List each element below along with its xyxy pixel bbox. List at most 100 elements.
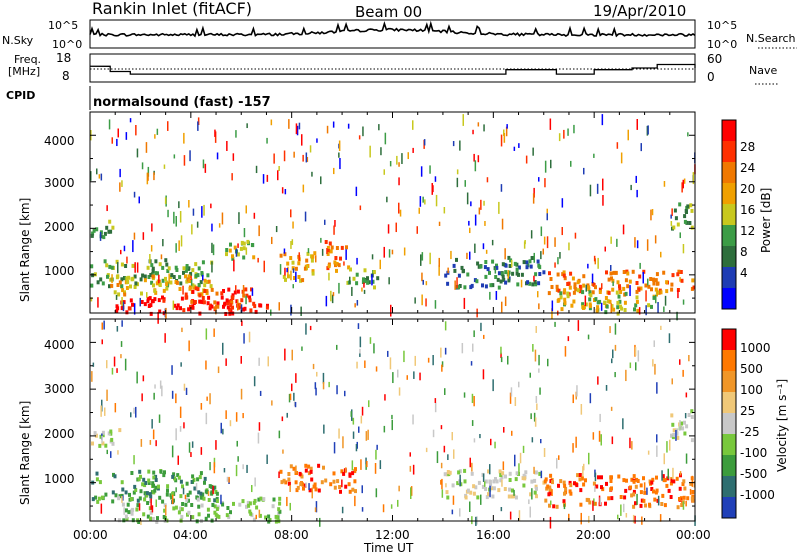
power-echo-cell xyxy=(572,299,576,304)
velocity-echo-cell xyxy=(690,409,694,414)
velocity-cbar-tick-neg100: -100 xyxy=(740,446,767,460)
velocity-echo-cell xyxy=(203,476,207,481)
velocity-echo-cell xyxy=(154,474,158,479)
velocity-echo-cell xyxy=(686,496,690,501)
velocity-echo-cell xyxy=(448,470,452,475)
power-echo-cell xyxy=(193,300,197,304)
velocity-echo-cell xyxy=(511,488,514,493)
power-echo-cell xyxy=(302,184,305,193)
power-echo-cell xyxy=(587,285,591,290)
velocity-echo-cell xyxy=(210,491,214,496)
velocity-echo-cell xyxy=(368,400,370,408)
power-echo-cell xyxy=(645,290,647,302)
power-echo-cell xyxy=(537,281,541,286)
power-echo-cell xyxy=(478,207,481,215)
velocity-echo-cell xyxy=(562,499,566,504)
velocity-echo-cell xyxy=(521,476,525,481)
power-echo-cell xyxy=(438,257,440,267)
velocity-echo-cell xyxy=(171,390,174,399)
power-echo-cell xyxy=(363,282,365,288)
velocity-echo-cell xyxy=(639,503,643,508)
power-echo-cell xyxy=(627,129,629,141)
power-echo-cell xyxy=(347,123,350,129)
power-echo-cell xyxy=(398,162,400,167)
velocity-echo-cell xyxy=(500,346,502,355)
power-echo-cell xyxy=(557,288,561,293)
velocity-echo-cell xyxy=(652,359,654,367)
power-echo-cell xyxy=(484,284,488,289)
power-echo-cell xyxy=(230,295,234,300)
power-echo-cell xyxy=(655,281,659,286)
velocity-echo-cell xyxy=(625,513,628,518)
velocity-echo-cell xyxy=(188,340,190,352)
velocity-echo-cell xyxy=(489,464,491,475)
power-echo-cell xyxy=(290,209,292,218)
velocity-echo-cell xyxy=(559,479,563,484)
power-echo-cell xyxy=(683,178,686,184)
velocity-echo-cell xyxy=(409,452,411,457)
power-echo-cell xyxy=(334,263,337,268)
power-echo-cell xyxy=(504,296,507,307)
velocity-echo-cell xyxy=(121,496,123,503)
power-echo-cell xyxy=(253,304,257,309)
velocity-echo-cell xyxy=(360,459,362,470)
velocity-echo-cell xyxy=(681,426,685,431)
power-colorbar-swatch xyxy=(722,204,736,225)
velocity-echo-cell xyxy=(474,485,478,490)
power-echo-cell xyxy=(242,241,246,246)
power-echo-cell xyxy=(612,281,614,287)
power-echo-cell xyxy=(682,179,684,189)
power-echo-cell xyxy=(134,281,138,286)
date-title: 19/Apr/2010 xyxy=(593,2,686,20)
velocity-echo-cell xyxy=(264,515,268,520)
velocity-echo-cell xyxy=(639,490,643,495)
power-echo-cell xyxy=(225,252,228,257)
velocity-echo-cell xyxy=(605,481,608,486)
power-echo-cell xyxy=(617,294,621,299)
power-echo-cell xyxy=(275,226,278,233)
cpid-program: normalsound (fast) -157 xyxy=(93,95,271,110)
velocity-echo-cell xyxy=(622,478,626,483)
power-echo-cell xyxy=(131,263,135,268)
velocity-echo-cell xyxy=(473,396,475,407)
power-echo-cell xyxy=(371,274,373,286)
velocity-echo-cell xyxy=(225,358,227,366)
velocity-echo-cell xyxy=(579,502,583,507)
power-echo-cell xyxy=(635,281,639,285)
velocity-echo-cell xyxy=(630,477,634,482)
power-echo-cell xyxy=(486,267,490,272)
velocity-echo-cell xyxy=(342,471,346,476)
power-echo-cell xyxy=(482,243,485,250)
power-echo-cell xyxy=(659,290,663,295)
power-echo-cell xyxy=(345,249,347,260)
power-echo-cell xyxy=(559,291,563,296)
velocity-echo-cell xyxy=(147,478,151,483)
power-cbar-tick-28: 28 xyxy=(740,140,755,154)
power-echo-cell xyxy=(158,309,162,314)
velocity-echo-cell xyxy=(668,333,671,344)
power-echo-cell xyxy=(384,132,387,145)
nave-series xyxy=(89,63,696,75)
power-echo-cell xyxy=(327,249,330,253)
velocity-echo-cell xyxy=(348,489,352,494)
power-echo-cell xyxy=(115,309,119,314)
velocity-echo-cell xyxy=(181,502,185,506)
power-echo-cell xyxy=(192,208,195,216)
velocity-echo-cell xyxy=(446,495,450,500)
velocity-echo-cell xyxy=(669,439,671,451)
nsearch-tick-top: 10^5 xyxy=(707,19,737,32)
power-echo-cell xyxy=(547,291,551,296)
velocity-echo-cell xyxy=(632,492,636,497)
velocity-echo-cell xyxy=(635,362,637,371)
power-echo-cell xyxy=(258,303,262,308)
power-echo-cell xyxy=(153,172,155,181)
power-echo-cell xyxy=(491,283,495,288)
velocity-echo-cell xyxy=(162,515,166,519)
velocity-echo-cell xyxy=(152,429,155,440)
power-echo-cell xyxy=(125,132,128,140)
power-echo-cell xyxy=(111,137,113,144)
velocity-echo-cell xyxy=(240,356,242,364)
velocity-echo-cell xyxy=(220,422,222,434)
velocity-echo-cell xyxy=(451,509,454,515)
power-echo-cell xyxy=(501,301,503,313)
